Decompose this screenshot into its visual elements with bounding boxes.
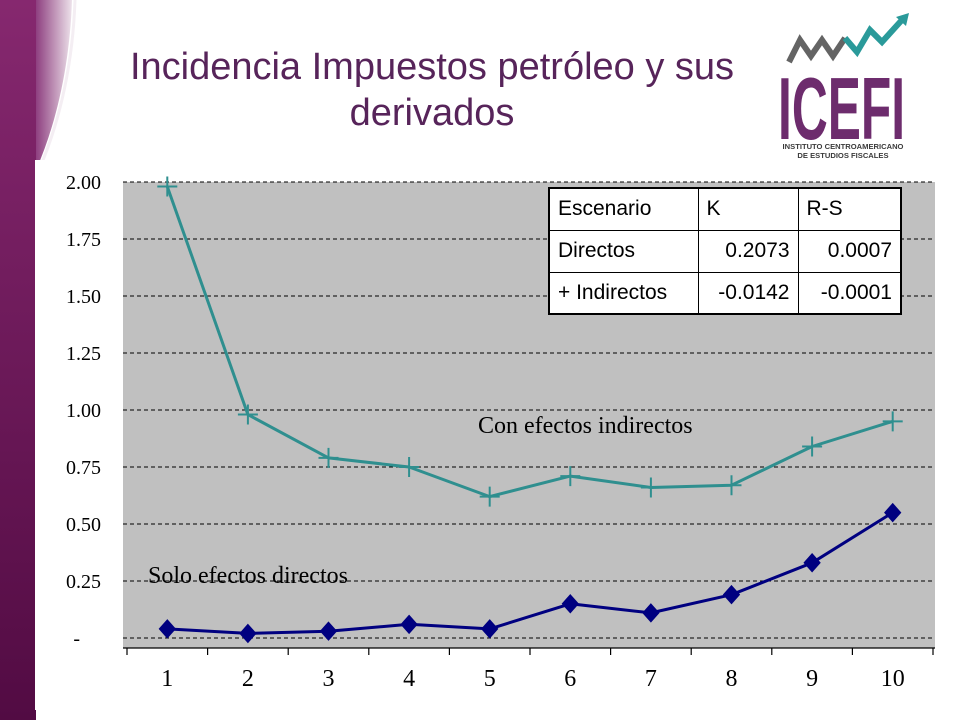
y-axis-labels: - 0.25 0.50 0.75 1.00 1.25 1.50 1.75 2.00	[66, 172, 101, 650]
x-tick-label: 2	[242, 666, 254, 692]
table-header-cell: K	[697, 187, 799, 231]
solo-efectos-directos-line	[167, 511, 894, 635]
solo-efectos-directos-point-4	[400, 614, 418, 635]
logo-arrowhead-icon	[896, 13, 909, 26]
solo-efectos-directos-point-8	[722, 584, 741, 605]
y-tick-label: 0.75	[66, 457, 101, 479]
left-accent-band	[0, 0, 36, 720]
y-tick-label: 0.25	[66, 571, 101, 593]
x-axis-labels: 1 2 3 4 5 6 7 8 9 10	[161, 666, 904, 692]
x-tick-label: 3	[323, 666, 335, 692]
solo-efectos-directos-point-10	[884, 502, 902, 523]
con-efectos-indirectos-point-3	[318, 447, 339, 468]
con-efectos-indirectos-point-7	[640, 477, 661, 498]
table-cell: 0.2073	[697, 229, 799, 273]
table-header-cell: R-S	[797, 187, 902, 231]
table-cell: -0.0142	[697, 271, 799, 315]
results-table: Escenario K R-S Directos 0.2073 0.0007 +…	[548, 187, 902, 315]
logo-zigzag-gray-segment	[786, 34, 848, 64]
solo-efectos-directos-point-5	[481, 619, 499, 639]
con-efectos-indirectos-point-2	[237, 404, 258, 425]
con-efectos-indirectos-line	[165, 186, 894, 499]
con-efectos-indirectos-point-8	[721, 475, 742, 496]
series-solo-efectos-directos	[158, 502, 902, 644]
con-efectos-indirectos-point-9	[802, 436, 823, 457]
slide-title: Incidencia Impuestos petróleo y sus deri…	[129, 46, 735, 134]
series-lines	[157, 176, 903, 644]
y-tick-label: 1.50	[66, 286, 101, 308]
series-con-efectos-indirectos	[157, 176, 903, 507]
x-tick-label: 5	[484, 666, 496, 692]
x-tick-label: 9	[806, 666, 818, 692]
table-cell: Directos	[548, 229, 699, 273]
table-row: Directos 0.2073 0.0007	[548, 229, 902, 273]
gridlines	[123, 181, 935, 639]
con-efectos-indirectos-point-4	[399, 457, 420, 477]
x-tick-label: 10	[881, 666, 905, 692]
y-tick-label: 2.00	[66, 172, 101, 194]
x-axis	[123, 647, 935, 655]
solo-efectos-directos-point-9	[803, 553, 821, 573]
logo-subtitle: INSTITUTO CENTROAMERICANO DE ESTUDIOS FI…	[782, 142, 904, 160]
x-tick-label: 8	[726, 666, 738, 692]
series-label-indirect-effects: Con efectos indirectos	[478, 413, 693, 439]
con-efectos-indirectos-point-1	[157, 176, 178, 197]
table-header-cell: Escenario	[548, 187, 699, 231]
top-left-swoosh	[36, 0, 72, 170]
con-efectos-indirectos-point-6	[560, 466, 581, 487]
table-row: + Indirectos -0.0142 -0.0001	[548, 271, 902, 315]
x-tick-label: 4	[403, 666, 415, 692]
x-tick-label: 6	[564, 666, 576, 692]
top-left-swoosh-highlight	[36, 0, 77, 173]
solo-efectos-directos-point-7	[642, 603, 660, 623]
table-cell: + Indirectos	[548, 271, 699, 315]
y-tick-label: 1.75	[66, 229, 101, 251]
solo-efectos-directos-point-1	[158, 619, 176, 639]
con-efectos-indirectos-point-10	[882, 411, 903, 432]
y-tick-label: 1.00	[66, 400, 101, 422]
y-tick-label: 0.50	[66, 514, 101, 536]
x-tick-label: 1	[161, 666, 173, 692]
con-efectos-indirectos-point-5	[479, 486, 500, 507]
icefi-logo: ICEFI INSTITUTO CENTROAMERICANO DE ESTUD…	[772, 8, 922, 168]
logo-wordmark: ICEFI	[778, 59, 906, 158]
zigzag-arrow-icon	[786, 13, 909, 64]
series-label-direct-effects: Solo efectos directos	[148, 563, 348, 589]
table-cell: 0.0007	[797, 229, 902, 273]
table-cell: -0.0001	[797, 271, 902, 315]
solo-efectos-directos-point-2	[239, 623, 257, 644]
solo-efectos-directos-point-3	[319, 621, 338, 641]
y-tick-label: 1.25	[66, 343, 101, 365]
solo-efectos-directos-point-6	[561, 594, 579, 614]
logo-zigzag-teal-segment	[842, 18, 904, 58]
table-header-row: Escenario K R-S	[548, 187, 902, 231]
x-tick-label: 7	[645, 666, 657, 692]
y-tick-label: -	[73, 628, 80, 650]
